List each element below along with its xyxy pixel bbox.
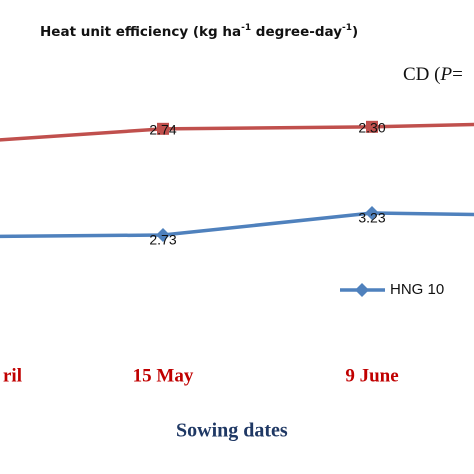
legend-label: HNG 10 <box>390 281 444 298</box>
annotation-part: P <box>439 64 452 85</box>
marker <box>366 120 378 133</box>
title-part: ) <box>352 24 358 40</box>
annotation-part: = <box>452 64 463 85</box>
data-label: 3.23 <box>358 210 385 226</box>
series-line <box>0 211 474 239</box>
annotation: CD (P= <box>403 64 463 85</box>
marker <box>157 122 169 135</box>
series-line <box>0 122 474 142</box>
chart-title: Heat unit efficiency (kg ha-1 degree-day… <box>40 23 358 41</box>
data-label: 2.30 <box>358 120 385 136</box>
title-part: Heat unit efficiency (kg ha <box>40 24 241 40</box>
marker <box>156 228 170 243</box>
x-tick-label: 15 May <box>133 365 194 386</box>
x-tick-label: ril <box>3 365 22 386</box>
annotation-part: CD ( <box>403 64 440 85</box>
title-part: degree-day <box>251 24 342 40</box>
x-axis-title: Sowing dates <box>176 420 288 442</box>
x-tick-label: 9 June <box>345 365 398 386</box>
data-label: 2.73 <box>149 232 176 248</box>
title-sup: -1 <box>342 23 352 33</box>
data-label: 2.74 <box>149 122 176 138</box>
marker <box>365 206 379 221</box>
title-sup: -1 <box>241 23 251 33</box>
legend-marker <box>355 283 369 297</box>
